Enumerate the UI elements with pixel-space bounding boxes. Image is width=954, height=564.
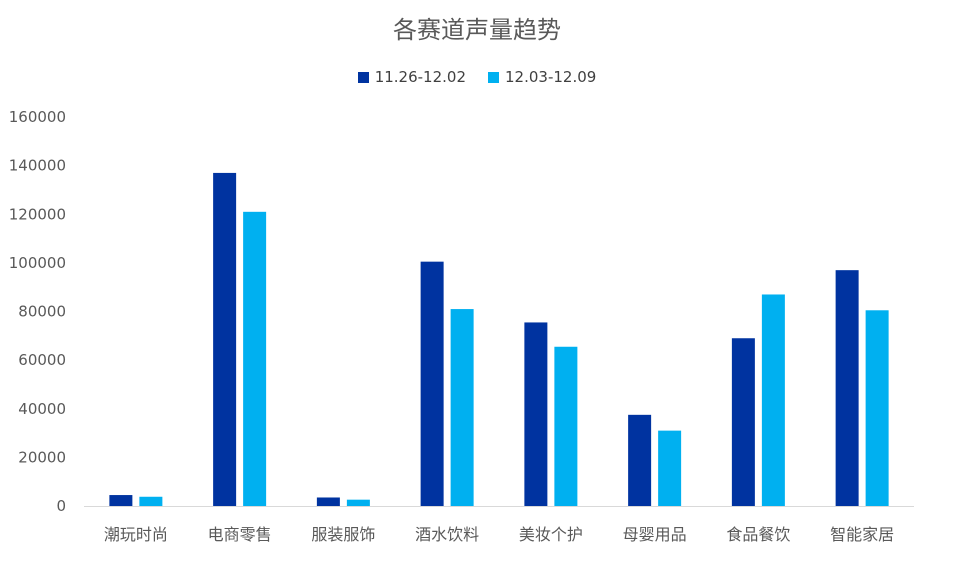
x-tick-label: 服装服饰: [311, 525, 375, 544]
bar-series-2-7: [865, 310, 889, 506]
x-axis: 潮玩时尚 电商零售 服装服饰 酒水饮料 美妆个护 母婴用品 食品餐饮 智能家居: [84, 506, 914, 544]
bar-series-2-3: [450, 309, 474, 506]
legend: 11.26-12.02 12.03-12.09: [0, 68, 954, 86]
bar-series-1-7: [835, 270, 859, 506]
x-tick-label: 潮玩时尚: [104, 525, 168, 544]
legend-item-series-1: 11.26-12.02: [357, 68, 466, 86]
legend-item-series-2: 12.03-12.09: [488, 68, 596, 86]
y-tick-label: 20000: [18, 448, 66, 466]
legend-label-series-1: 11.26-12.02: [374, 68, 466, 86]
x-tick-label: 电商零售: [208, 525, 272, 544]
bar-series-1-0: [109, 495, 133, 506]
bar-series-1-2: [316, 497, 340, 506]
bar-series-2-6: [761, 294, 785, 506]
bar-series-1-3: [420, 261, 444, 506]
bar-series-1-1: [213, 172, 237, 506]
bar-series-1-5: [628, 414, 652, 506]
x-tick-label: 美妆个护: [519, 525, 583, 544]
legend-swatch-series-2: [488, 71, 499, 83]
bar-series-2-1: [243, 211, 267, 506]
y-tick-label: 60000: [18, 351, 66, 369]
bar-series-2-5: [658, 430, 682, 506]
bar-series-2-2: [346, 499, 370, 506]
x-tick-label: 食品餐饮: [726, 525, 790, 544]
x-tick-label: 母婴用品: [623, 525, 687, 544]
y-tick-label: 160000: [9, 108, 66, 126]
legend-label-series-2: 12.03-12.09: [505, 68, 597, 86]
y-tick-label: 80000: [18, 303, 66, 321]
bar-series-1-4: [524, 322, 548, 506]
y-tick-label: 120000: [9, 205, 66, 223]
chart-title: 各赛道声量趋势: [393, 16, 561, 44]
bar-series-1-6: [731, 338, 755, 506]
legend-swatch-series-1: [357, 71, 369, 83]
y-axis: 0 20000 40000 60000 80000 100000 120000 140000 1…: [9, 108, 66, 515]
bar-series-2-4: [554, 346, 578, 506]
bars: [109, 172, 889, 506]
y-tick-label: 140000: [9, 157, 66, 175]
x-tick-label: 酒水饮料: [415, 525, 479, 544]
y-tick-label: 40000: [18, 400, 66, 418]
y-tick-label: 100000: [9, 254, 66, 272]
x-tick-label: 智能家居: [830, 525, 894, 544]
bar-series-2-0: [139, 496, 163, 506]
y-tick-label: 0: [56, 497, 66, 515]
